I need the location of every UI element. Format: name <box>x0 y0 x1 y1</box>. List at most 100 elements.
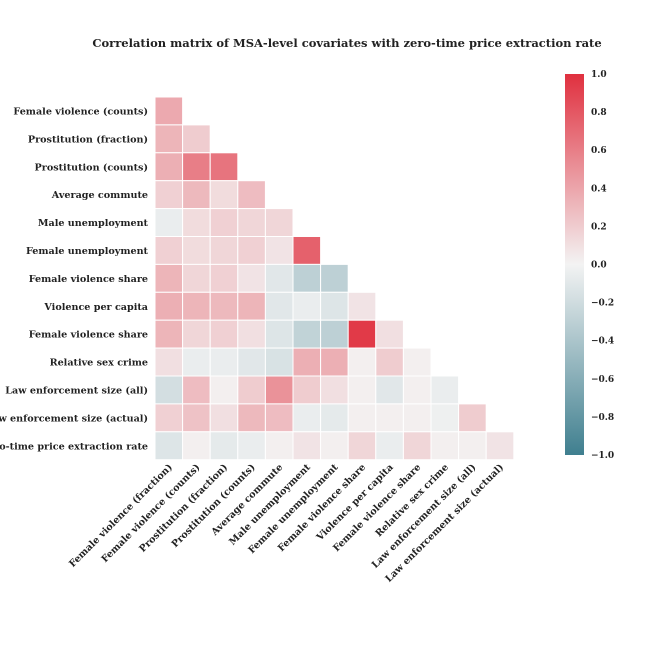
heatmap-cell <box>430 431 460 461</box>
heatmap-cell <box>320 291 349 321</box>
heatmap-cell <box>209 431 239 461</box>
heatmap-cell <box>209 291 239 321</box>
heatmap-cell <box>375 347 404 377</box>
heatmap-cell <box>154 263 184 293</box>
heatmap-cells <box>154 96 515 461</box>
heatmap-cell <box>209 375 239 405</box>
heatmap-cell <box>264 403 294 433</box>
chart-title: Correlation matrix of MSA-level covariat… <box>92 36 601 50</box>
heatmap-cell <box>320 319 349 349</box>
heatmap-cell <box>320 403 349 433</box>
colorbar-tick-label: 1.0 <box>591 70 607 80</box>
heatmap-cell <box>209 208 239 238</box>
heatmap-cell <box>209 347 239 377</box>
heatmap-cell <box>209 403 239 433</box>
heatmap-cell <box>402 403 432 433</box>
heatmap-cell <box>182 236 211 265</box>
heatmap-cell <box>292 375 322 405</box>
heatmap-cell <box>237 236 266 265</box>
heatmap-cell <box>402 347 432 377</box>
row-label: Law enforcement size (actual) <box>0 413 148 424</box>
colorbar-tick-label: 0.2 <box>591 222 607 232</box>
heatmap-cell <box>347 347 377 377</box>
heatmap-cell <box>209 180 239 210</box>
heatmap-cell <box>347 291 377 321</box>
heatmap-cell <box>237 208 266 238</box>
column-labels: Female violence (fraction)Female violenc… <box>67 462 506 585</box>
row-labels: Female violence (counts) Prostitution (fr… <box>0 106 149 452</box>
heatmap-cell <box>154 375 184 405</box>
heatmap-cell <box>182 431 211 461</box>
heatmap-cell <box>320 347 349 377</box>
heatmap-cell <box>154 431 184 461</box>
heatmap-cell <box>182 347 211 377</box>
heatmap-cell <box>182 263 211 293</box>
colorbar-tick-label: 0.0 <box>591 261 607 271</box>
column-label: Female violence (fraction) <box>67 462 175 570</box>
heatmap-cell <box>209 236 239 265</box>
heatmap-cell <box>209 263 239 293</box>
heatmap-cell <box>402 431 432 461</box>
heatmap-cell <box>154 291 184 321</box>
heatmap-cell <box>458 431 487 461</box>
heatmap-cell <box>182 375 211 405</box>
heatmap-cell <box>182 152 211 182</box>
heatmap-cell <box>375 375 404 405</box>
heatmap-cell <box>292 431 322 461</box>
row-label: Prostitution (fraction) <box>28 134 148 145</box>
heatmap-cell <box>154 124 184 154</box>
heatmap-cell <box>292 347 322 377</box>
heatmap-cell <box>264 431 294 461</box>
colorbar-tick-label: −0.2 <box>591 299 614 309</box>
row-label: Female violence (counts) <box>13 106 148 117</box>
heatmap-cell <box>430 403 460 433</box>
heatmap-cell <box>264 263 294 293</box>
heatmap-cell <box>430 375 460 405</box>
row-label: Female unemployment <box>26 246 149 257</box>
heatmap-cell <box>292 236 322 265</box>
heatmap-cell <box>237 431 266 461</box>
heatmap-cell <box>375 319 404 349</box>
heatmap-cell <box>154 319 184 349</box>
heatmap-cell <box>320 263 349 293</box>
heatmap-cell <box>347 431 377 461</box>
heatmap-cell <box>154 403 184 433</box>
heatmap-cell <box>182 319 211 349</box>
colorbar-tick-label: −1.0 <box>591 451 614 461</box>
colorbar <box>565 74 584 455</box>
heatmap-cell <box>237 291 266 321</box>
heatmap-cell <box>237 347 266 377</box>
row-label: Female violence share <box>29 274 148 285</box>
heatmap-cell <box>154 180 184 210</box>
heatmap-cell <box>154 152 184 182</box>
heatmap-cell <box>264 347 294 377</box>
heatmap-cell <box>347 403 377 433</box>
colorbar-tick-label: 0.4 <box>591 184 607 194</box>
heatmap-cell <box>237 263 266 293</box>
heatmap-cell <box>320 431 349 461</box>
heatmap-cell <box>458 403 487 433</box>
heatmap-cell <box>264 291 294 321</box>
heatmap-cell <box>375 431 404 461</box>
colorbar-tick-label: −0.4 <box>591 337 614 347</box>
heatmap-cell <box>292 319 322 349</box>
row-label: Prostitution (counts) <box>35 162 148 173</box>
heatmap-cell <box>182 291 211 321</box>
colorbar-tick-label: 0.8 <box>591 108 607 118</box>
heatmap-cell <box>292 291 322 321</box>
row-label: Male unemployment <box>38 218 149 229</box>
row-label: Zero-time price extraction rate <box>0 441 148 452</box>
heatmap-cell <box>264 236 294 265</box>
heatmap-cell <box>154 208 184 238</box>
heatmap-cell <box>209 152 239 182</box>
colorbar-tick-label: −0.6 <box>591 375 614 385</box>
heatmap-cell <box>292 263 322 293</box>
heatmap-cell <box>375 403 404 433</box>
heatmap-cell <box>264 208 294 238</box>
row-label: Violence per capita <box>43 302 148 313</box>
heatmap-cell <box>182 124 211 154</box>
colorbar-tick-label: −0.8 <box>591 413 614 423</box>
heatmap-cell <box>154 96 184 126</box>
heatmap-cell <box>154 236 184 265</box>
